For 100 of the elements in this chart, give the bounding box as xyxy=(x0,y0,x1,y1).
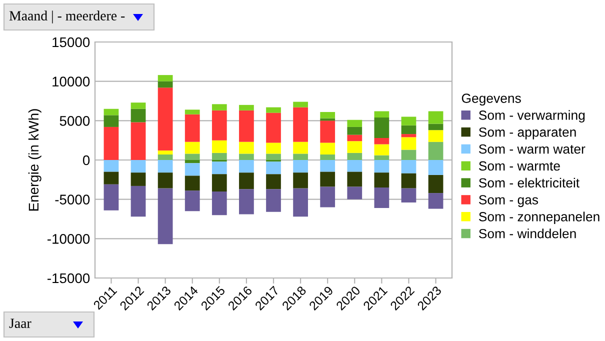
bar xyxy=(239,104,254,110)
bar xyxy=(158,188,173,244)
bar xyxy=(184,163,200,176)
bar xyxy=(104,126,119,160)
bar xyxy=(239,154,254,160)
bar xyxy=(293,172,308,188)
bar xyxy=(374,155,390,160)
bar xyxy=(158,150,173,154)
bar xyxy=(347,126,362,135)
bar xyxy=(374,188,390,208)
bar xyxy=(374,160,390,173)
bar xyxy=(212,110,227,140)
bar xyxy=(401,150,416,160)
bar xyxy=(158,160,173,173)
bar xyxy=(266,112,281,143)
bar xyxy=(266,107,281,113)
y-tick-label: 10000 xyxy=(52,76,90,87)
legend-label: Som - gas xyxy=(478,195,538,208)
bar xyxy=(401,173,416,188)
bar xyxy=(293,160,308,173)
bar xyxy=(320,142,336,154)
bar xyxy=(266,174,281,190)
bar xyxy=(428,174,444,194)
text: Maand | - meerdere - xyxy=(9,10,125,24)
bar xyxy=(212,140,227,153)
text: Jaar xyxy=(9,318,32,328)
bar xyxy=(104,172,119,184)
bar xyxy=(293,102,308,108)
bar xyxy=(293,107,308,142)
bar xyxy=(266,154,281,160)
bar xyxy=(239,160,254,173)
bar xyxy=(266,142,281,154)
bar xyxy=(401,160,416,174)
bar xyxy=(347,120,362,127)
bar xyxy=(320,172,336,187)
bar xyxy=(293,142,308,154)
bar xyxy=(212,152,227,160)
bar xyxy=(184,176,200,191)
bar xyxy=(158,75,173,82)
bar xyxy=(184,114,200,142)
bar xyxy=(212,104,227,110)
legend-label: Som - warm water xyxy=(478,144,586,154)
bar xyxy=(401,188,416,202)
bar xyxy=(347,186,362,200)
bar xyxy=(374,172,390,188)
bar xyxy=(158,154,173,160)
legend-label: Som - apparaten xyxy=(478,127,576,140)
legend-label: Som - elektriciteit xyxy=(478,178,580,188)
bar xyxy=(130,160,146,173)
bar xyxy=(212,191,227,216)
bar xyxy=(320,160,336,172)
bar xyxy=(130,122,146,160)
bar xyxy=(104,108,119,116)
bar xyxy=(293,154,308,160)
bar xyxy=(401,125,416,134)
bar xyxy=(428,193,444,209)
bar xyxy=(212,162,227,174)
y-axis-title: Energie (in kWh) xyxy=(28,109,42,211)
bar xyxy=(184,110,200,114)
bar xyxy=(293,188,308,217)
bar xyxy=(347,134,362,142)
legend-title: Gegevens xyxy=(462,94,521,106)
y-tick-label: -15000 xyxy=(48,273,90,284)
bar xyxy=(401,116,416,126)
legend-label: Som - winddelen xyxy=(478,228,576,238)
bar xyxy=(184,160,200,164)
bar xyxy=(428,142,444,160)
legend-label: Som - warmte xyxy=(478,161,560,171)
bar xyxy=(239,142,254,154)
bar xyxy=(401,137,416,150)
legend-label: Som - zonnepanelen xyxy=(478,212,600,224)
bar xyxy=(130,186,146,217)
bar xyxy=(239,110,254,142)
bar xyxy=(347,172,362,187)
bar xyxy=(184,154,200,160)
bar xyxy=(266,162,281,174)
bar xyxy=(428,124,444,130)
bar xyxy=(212,174,227,192)
bar xyxy=(104,115,119,127)
y-tick-label: 0 xyxy=(82,155,90,166)
bar xyxy=(428,160,444,175)
bar xyxy=(347,152,362,160)
bar xyxy=(374,111,390,118)
legend-label: Som - verwarming xyxy=(478,110,585,122)
bar xyxy=(347,141,362,153)
bar xyxy=(428,130,444,142)
bar xyxy=(374,118,390,138)
bar xyxy=(374,138,390,144)
y-tick-label: 5000 xyxy=(60,116,90,126)
bar xyxy=(239,172,254,190)
bar xyxy=(320,112,336,118)
bar xyxy=(428,111,444,124)
bar xyxy=(130,108,146,122)
bar xyxy=(130,102,146,109)
bar xyxy=(320,154,336,160)
bar xyxy=(374,144,390,156)
y-tick-label: 15000 xyxy=(52,37,90,48)
bar xyxy=(320,120,336,143)
bar xyxy=(130,172,146,186)
bar xyxy=(347,160,362,172)
